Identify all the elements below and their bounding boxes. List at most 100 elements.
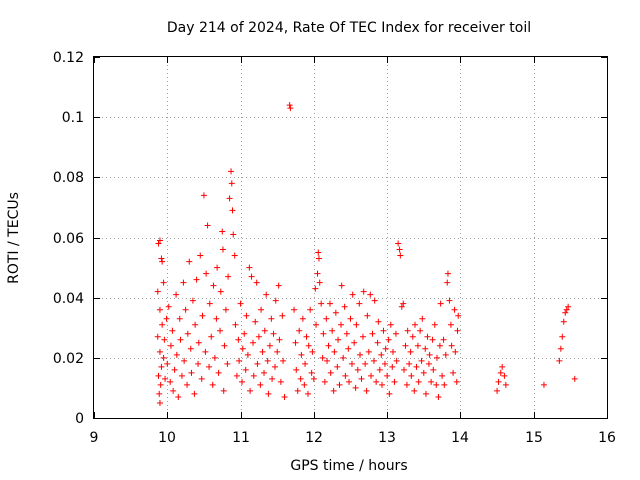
data-point	[433, 354, 440, 361]
data-point	[242, 366, 249, 373]
data-point	[187, 345, 194, 352]
data-point	[305, 342, 312, 349]
data-point	[422, 345, 429, 352]
data-point	[435, 393, 442, 400]
data-point	[293, 366, 300, 373]
data-point	[407, 348, 414, 355]
data-point	[368, 372, 375, 379]
x-tick-label: 11	[232, 430, 250, 446]
data-point	[387, 321, 394, 328]
data-point	[158, 255, 165, 262]
data-point	[406, 360, 413, 367]
data-point	[156, 399, 163, 406]
data-point	[345, 345, 352, 352]
data-point	[391, 378, 398, 385]
data-point	[431, 321, 438, 328]
data-point	[415, 378, 422, 385]
data-point	[241, 330, 248, 337]
x-axis-label: GPS time / hours	[290, 458, 407, 474]
data-point	[349, 291, 356, 298]
data-point	[261, 327, 268, 334]
data-point	[324, 357, 331, 364]
data-point	[374, 339, 381, 346]
data-point	[364, 312, 371, 319]
data-point	[565, 303, 572, 310]
data-point	[409, 333, 416, 340]
data-point	[296, 327, 303, 334]
data-point	[193, 276, 200, 283]
data-point	[246, 264, 253, 271]
data-point	[447, 321, 454, 328]
data-point	[215, 369, 222, 376]
data-point	[450, 369, 457, 376]
data-point	[301, 381, 308, 388]
data-point	[318, 300, 325, 307]
data-point	[250, 339, 257, 346]
data-point	[173, 351, 180, 358]
data-point	[411, 321, 418, 328]
data-point	[156, 306, 163, 313]
data-point	[292, 339, 299, 346]
data-point	[214, 264, 221, 271]
data-point	[320, 330, 327, 337]
data-point	[255, 333, 262, 340]
data-point	[389, 363, 396, 370]
x-tick-label: 10	[158, 430, 176, 446]
data-point	[155, 372, 162, 379]
data-point	[272, 363, 279, 370]
data-point	[357, 351, 364, 358]
data-point	[258, 306, 265, 313]
x-tick-label: 13	[378, 430, 396, 446]
data-point	[265, 390, 272, 397]
data-point	[182, 306, 189, 313]
data-point	[253, 279, 260, 286]
data-point	[418, 357, 425, 364]
data-point	[252, 318, 259, 325]
data-point	[436, 342, 443, 349]
x-tick-label: 16	[598, 430, 616, 446]
y-tick-label: 0.04	[53, 291, 84, 307]
data-point	[221, 342, 228, 349]
data-point	[454, 327, 461, 334]
data-point	[400, 300, 407, 307]
data-point	[376, 366, 383, 373]
data-point	[170, 387, 177, 394]
data-point	[439, 372, 446, 379]
data-point	[264, 357, 271, 364]
data-point	[540, 381, 547, 388]
data-point	[332, 309, 339, 316]
data-point	[230, 231, 237, 238]
y-tick-label: 0.06	[53, 231, 84, 247]
data-point	[291, 306, 298, 313]
data-point	[437, 300, 444, 307]
data-point	[411, 387, 418, 394]
data-point	[386, 390, 393, 397]
data-point	[381, 360, 388, 367]
data-point	[160, 354, 167, 361]
data-point	[563, 306, 570, 313]
data-point	[198, 375, 205, 382]
data-point	[210, 282, 217, 289]
data-point	[369, 330, 376, 337]
data-point	[441, 381, 448, 388]
data-point	[367, 291, 374, 298]
data-point	[248, 273, 255, 280]
data-point	[178, 372, 185, 379]
data-point	[192, 321, 199, 328]
data-point	[276, 336, 283, 343]
data-point	[156, 390, 163, 397]
data-point	[213, 315, 220, 322]
data-point	[396, 246, 403, 253]
data-point	[560, 318, 567, 325]
data-point	[299, 315, 306, 322]
data-point	[239, 345, 246, 352]
data-point	[444, 279, 451, 286]
data-point	[385, 336, 392, 343]
data-point	[184, 381, 191, 388]
data-point	[217, 288, 224, 295]
y-tick-label: 0.1	[62, 110, 84, 126]
data-point	[325, 342, 332, 349]
data-point	[304, 390, 311, 397]
data-point	[263, 291, 270, 298]
data-point	[206, 363, 213, 370]
